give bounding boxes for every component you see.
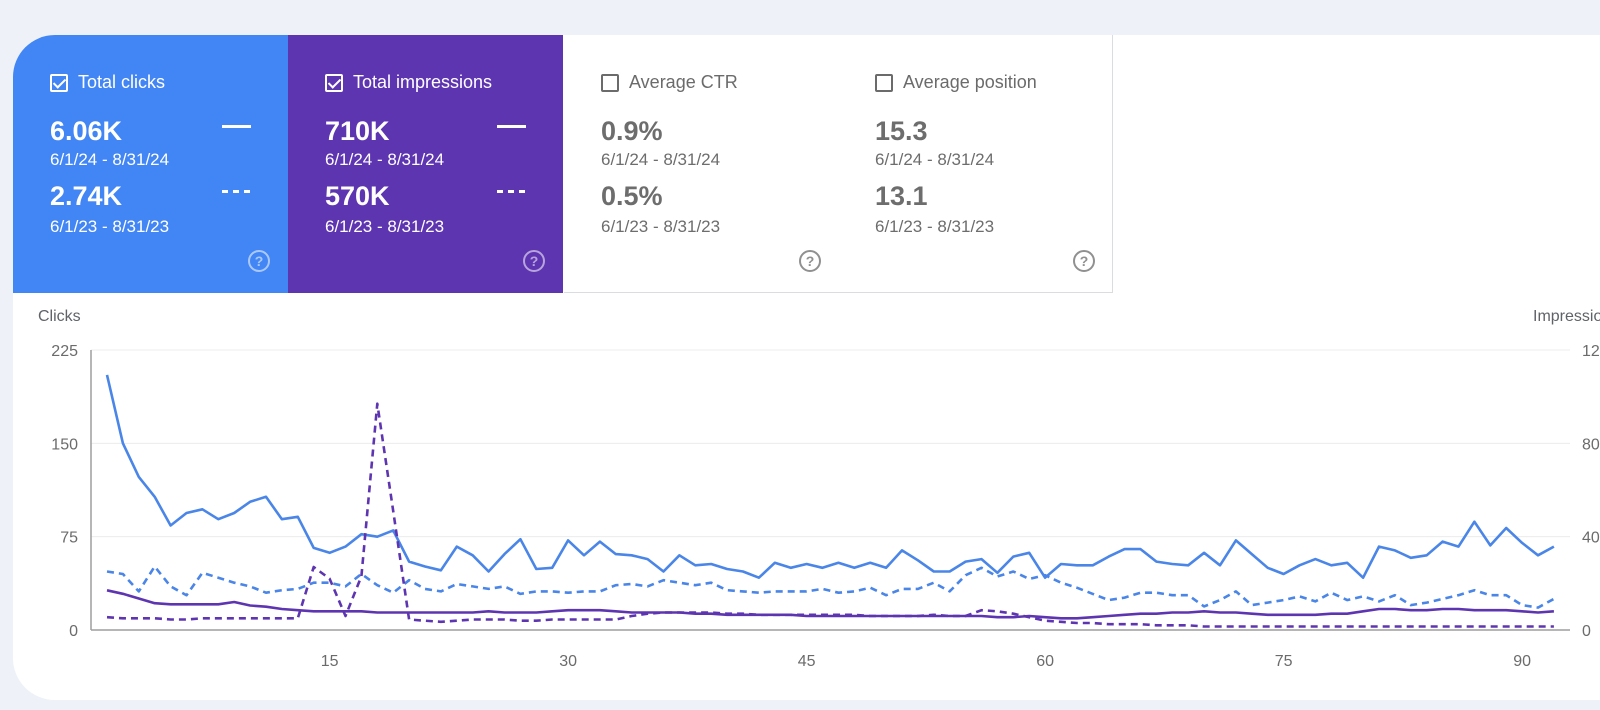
previous-value: 0.5% <box>601 181 663 211</box>
tile-label: Average CTR <box>629 72 738 92</box>
previous-range: 6/1/23 - 8/31/23 <box>875 217 995 236</box>
current-range: 6/1/24 - 8/31/24 <box>875 150 995 169</box>
x-tick-label: 90 <box>1513 653 1531 670</box>
tile-label: Total impressions <box>353 72 493 92</box>
x-tick-label: 60 <box>1036 653 1054 670</box>
tile-total-clicks[interactable]: Total clicks 6.06K 6/1/24 - 8/31/24 2.74… <box>13 35 288 293</box>
series-clicks-solid <box>105 374 1555 580</box>
series-impressions-solid <box>106 589 1554 620</box>
tile-label: Average position <box>903 72 1037 92</box>
current-value: 6.06K <box>50 116 123 146</box>
left-axis-title: Clicks <box>38 308 81 325</box>
tile-label: Total clicks <box>78 72 166 92</box>
right-tick-label: 0 <box>1582 623 1591 640</box>
tile-total-impressions[interactable]: Total impressions 710K 6/1/24 - 8/31/24 … <box>288 35 563 293</box>
current-value: 710K <box>325 116 390 146</box>
checkbox-checked-icon[interactable] <box>325 73 343 92</box>
current-range: 6/1/24 - 8/31/24 <box>601 150 721 169</box>
current-value: 15.3 <box>875 116 928 146</box>
performance-card: Total clicks 6.06K 6/1/24 - 8/31/24 2.74… <box>13 35 1600 700</box>
x-tick-label: 45 <box>798 653 816 670</box>
previous-range: 6/1/23 - 8/31/23 <box>325 217 445 236</box>
tile-average-position[interactable]: Average position 15.3 6/1/24 - 8/31/24 1… <box>838 35 1113 293</box>
previous-value: 13.1 <box>875 181 928 211</box>
tile-average-ctr[interactable]: Average CTR 0.9% 6/1/24 - 8/31/24 0.5% 6… <box>564 35 839 293</box>
previous-value: 2.74K <box>50 181 123 211</box>
right-axis-title: Impressions <box>1533 308 1600 325</box>
previous-value: 570K <box>325 181 390 211</box>
series-clicks-dashed <box>106 565 1555 609</box>
help-icon[interactable]: ? <box>1073 250 1095 272</box>
previous-range: 6/1/23 - 8/31/23 <box>601 217 721 236</box>
x-tick-label: 15 <box>321 653 339 670</box>
dashed-line-legend-icon <box>222 190 251 193</box>
left-tick-label: 75 <box>60 530 78 547</box>
previous-range: 6/1/23 - 8/31/23 <box>50 217 170 236</box>
left-tick-label: 150 <box>51 436 78 453</box>
checkbox-unchecked-icon[interactable] <box>875 73 893 92</box>
solid-line-legend-icon <box>497 125 526 128</box>
series-impressions-dashed <box>106 402 1554 628</box>
help-icon[interactable]: ? <box>523 250 545 272</box>
checkbox-unchecked-icon[interactable] <box>601 73 619 92</box>
dashed-line-legend-icon <box>497 190 526 193</box>
right-tick-label: 120 <box>1582 343 1600 360</box>
x-tick-label: 75 <box>1275 653 1293 670</box>
x-tick-label: 30 <box>559 653 577 670</box>
solid-line-legend-icon <box>222 125 251 128</box>
left-tick-label: 0 <box>69 623 78 640</box>
checkbox-checked-icon[interactable] <box>50 73 68 92</box>
help-icon[interactable]: ? <box>248 250 270 272</box>
current-value: 0.9% <box>601 116 663 146</box>
help-icon[interactable]: ? <box>799 250 821 272</box>
left-tick-label: 225 <box>51 343 78 360</box>
right-tick-label: 80 <box>1582 436 1600 453</box>
right-tick-label: 40 <box>1582 530 1600 547</box>
current-range: 6/1/24 - 8/31/24 <box>325 150 445 169</box>
current-range: 6/1/24 - 8/31/24 <box>50 150 170 169</box>
